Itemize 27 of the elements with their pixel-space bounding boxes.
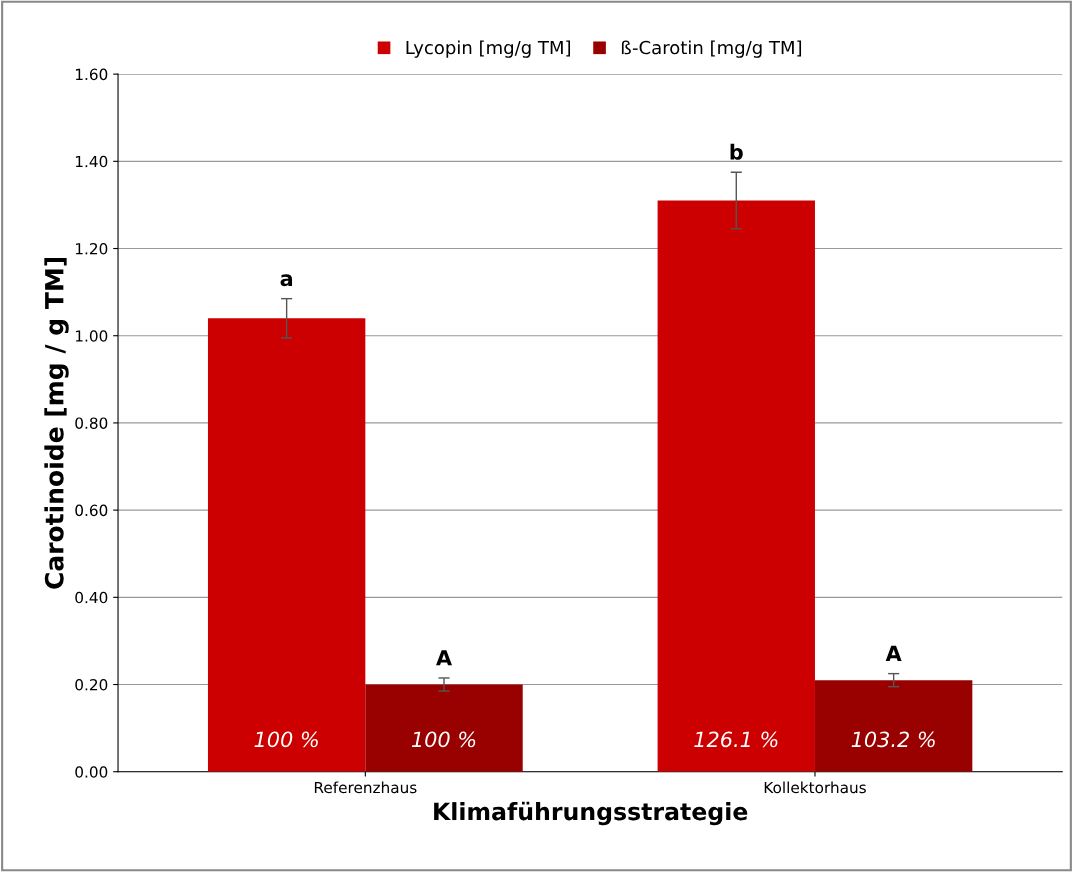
y-tick-label: 1.40 (75, 155, 108, 168)
y-tick-label: 1.00 (75, 330, 108, 342)
annotation: b (730, 143, 743, 160)
legend-label: ß-Carotin [mg/g TM] (621, 40, 802, 58)
annotation: 100 % (254, 731, 318, 748)
bar (207, 318, 366, 772)
annotation: a (280, 274, 293, 287)
annotation: A (885, 645, 902, 661)
y-tick-label: 1.20 (75, 242, 108, 255)
y-tick-label: 0.00 (75, 766, 108, 778)
annotation: 103.2 % (851, 731, 935, 748)
y-tick-label: 0.20 (75, 678, 108, 691)
y-tick-label: 1.60 (75, 68, 108, 81)
y-tick-label: 0.80 (75, 417, 108, 429)
annotation: 126.1 % (694, 731, 778, 748)
y-tick-label: 0.60 (75, 504, 108, 517)
annotation: 100 % (411, 731, 476, 748)
y-tick-label: 0.40 (75, 591, 108, 604)
x-tick-label: Referenzhaus (314, 781, 417, 794)
annotation: A (436, 650, 452, 666)
bar (657, 200, 815, 772)
y-axis-title: Carotinoide [mg / g TM] (44, 257, 69, 589)
x-axis-title: Klimaführungsstrategie (434, 801, 748, 826)
bar (365, 684, 523, 772)
legend-label: Lycopin [mg/g TM] (406, 40, 571, 58)
x-tick-label: Kollektorhaus (764, 781, 866, 794)
bar (814, 680, 973, 772)
